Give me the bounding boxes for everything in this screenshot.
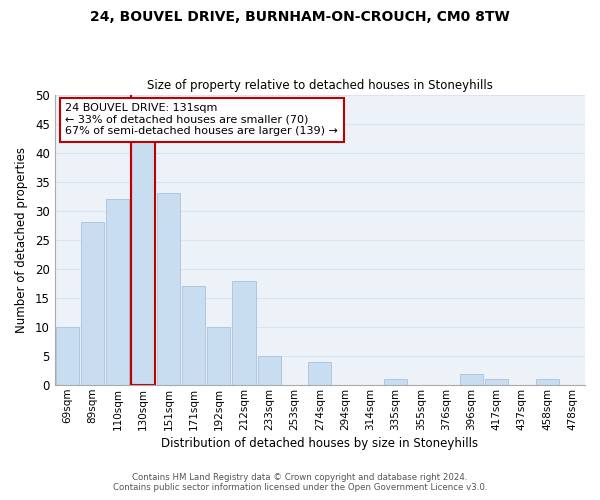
Bar [232,280,256,385]
Bar [536,380,559,385]
Bar [131,141,155,385]
Bar [485,380,508,385]
Bar [56,327,79,385]
Bar [258,356,281,385]
Bar [81,222,104,385]
Text: Contains HM Land Registry data © Crown copyright and database right 2024.
Contai: Contains HM Land Registry data © Crown c… [113,473,487,492]
Bar [460,374,483,385]
Bar [157,194,180,385]
Text: 24, BOUVEL DRIVE, BURNHAM-ON-CROUCH, CM0 8TW: 24, BOUVEL DRIVE, BURNHAM-ON-CROUCH, CM0… [90,10,510,24]
X-axis label: Distribution of detached houses by size in Stoneyhills: Distribution of detached houses by size … [161,437,478,450]
Text: 24 BOUVEL DRIVE: 131sqm
← 33% of detached houses are smaller (70)
67% of semi-de: 24 BOUVEL DRIVE: 131sqm ← 33% of detache… [65,104,338,136]
Bar [106,199,130,385]
Title: Size of property relative to detached houses in Stoneyhills: Size of property relative to detached ho… [147,79,493,92]
Y-axis label: Number of detached properties: Number of detached properties [15,147,28,333]
Bar [182,286,205,385]
Bar [308,362,331,385]
Bar [207,327,230,385]
Bar [384,380,407,385]
